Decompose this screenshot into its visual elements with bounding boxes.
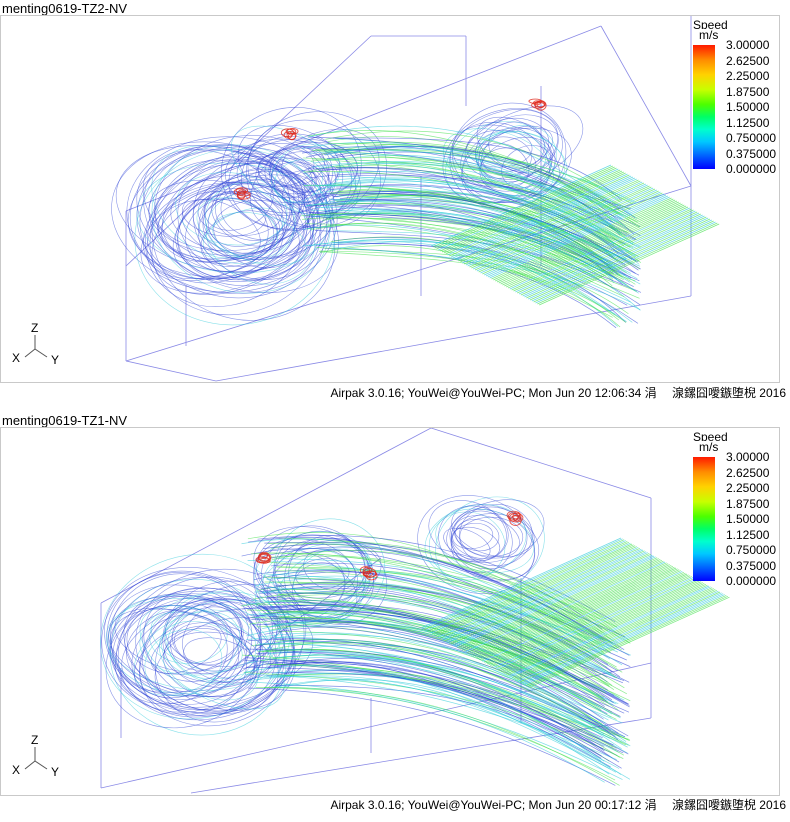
legend-label: 1.50000	[726, 100, 770, 114]
legend-label: 2.25000	[726, 69, 770, 83]
speed-legend: Speed m/s 3.00000 2.62500 2.25000 1.8750…	[693, 18, 779, 179]
results-panel-bottom: menting0619-TZ1-NV Speed m/s 3.00000 2.6…	[0, 410, 790, 822]
axis-x-label: X	[12, 351, 21, 365]
legend-label: 0.750000	[726, 131, 777, 145]
axis-triad: Z X Y	[9, 733, 69, 783]
legend-label: 2.62500	[726, 53, 770, 68]
axis-z-label: Z	[31, 321, 39, 335]
legend-labels: 3.00000 2.62500 2.25000 1.87500 1.50000 …	[726, 39, 776, 179]
legend-label: 3.00000	[726, 38, 770, 52]
legend-title: Speed	[693, 430, 728, 444]
legend-label: 2.25000	[726, 481, 770, 495]
legend-label: 1.87500	[726, 496, 770, 511]
graphics-viewport[interactable]: Speed m/s 3.00000 2.62500 2.25000 1.8750…	[0, 427, 780, 796]
axis-z-label: Z	[31, 733, 39, 747]
legend-label: 2.62500	[726, 465, 770, 480]
legend-label: 0.375000	[726, 146, 777, 161]
speed-legend: Speed m/s 3.00000 2.62500 2.25000 1.8750…	[693, 430, 779, 591]
pathline-render	[111, 16, 720, 382]
color-scale-bar	[693, 457, 715, 581]
axis-x-label: X	[12, 763, 21, 777]
legend-label: 1.12500	[726, 115, 770, 130]
legend-label: 0.000000	[726, 162, 777, 176]
legend-label: 1.12500	[726, 527, 770, 542]
legend-units: m/s	[699, 440, 719, 454]
color-scale-bar	[693, 45, 715, 169]
legend-units: m/s	[699, 28, 719, 42]
results-panel-top: menting0619-TZ2-NV Speed m/s 3.00000 2.6…	[0, 0, 790, 410]
graphics-viewport[interactable]: Speed m/s 3.00000 2.62500 2.25000 1.8750…	[0, 15, 780, 383]
axis-y-label: Y	[51, 353, 60, 367]
axis-y-label: Y	[51, 765, 60, 779]
legend-label: 1.50000	[726, 512, 770, 526]
legend-title: Speed	[693, 18, 728, 32]
legend-label: 0.750000	[726, 543, 777, 557]
status-footer: Airpak 3.0.16; YouWei@YouWei-PC; Mon Jun…	[330, 798, 786, 812]
axis-triad-lines	[24, 747, 48, 770]
legend-label: 3.00000	[726, 450, 770, 464]
legend-label: 0.375000	[726, 558, 777, 573]
legend-label: 1.87500	[726, 84, 770, 99]
panel-title: menting0619-TZ2-NV	[2, 1, 127, 16]
axis-triad: Z X Y	[9, 321, 69, 371]
pathline-render	[100, 428, 730, 794]
legend-label: 0.000000	[726, 574, 777, 588]
status-footer: Airpak 3.0.16; YouWei@YouWei-PC; Mon Jun…	[330, 386, 786, 400]
legend-labels: 3.00000 2.62500 2.25000 1.87500 1.50000 …	[726, 451, 776, 591]
axis-triad-lines	[24, 335, 48, 358]
panel-title: menting0619-TZ1-NV	[2, 413, 127, 428]
